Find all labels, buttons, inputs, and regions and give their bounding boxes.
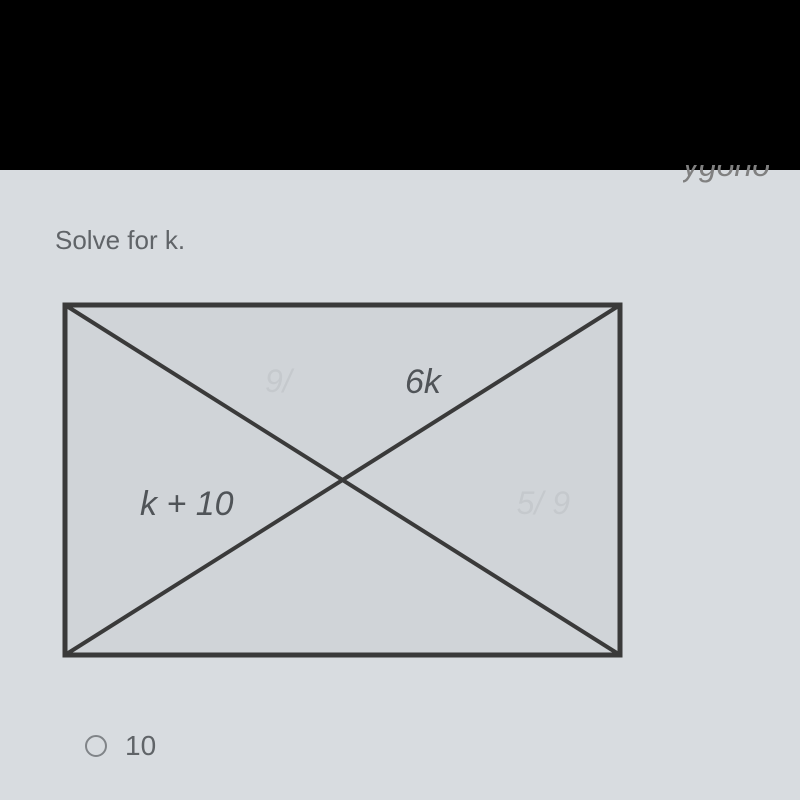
radio-icon (85, 735, 107, 757)
answer-option-10[interactable]: 10 (85, 730, 156, 762)
rectangle-diagonals-svg (55, 295, 630, 665)
ghost-label-top: 9/ (265, 363, 292, 400)
diagonal-label-6k: 6k (405, 363, 441, 402)
question-prompt: Solve for k. (55, 225, 185, 256)
option-label: 10 (125, 730, 156, 762)
ghost-label-right: 5/ 9 (517, 485, 570, 522)
geometry-diagram: 9/ 6k k + 10 5/ 9 (55, 295, 630, 665)
content-panel: ygono Solve for k. 9/ 6k k + 10 5/ 9 10 (0, 170, 800, 800)
diagonal-label-k-plus-10: k + 10 (140, 485, 234, 524)
cropped-header-text: ygono (683, 165, 770, 185)
